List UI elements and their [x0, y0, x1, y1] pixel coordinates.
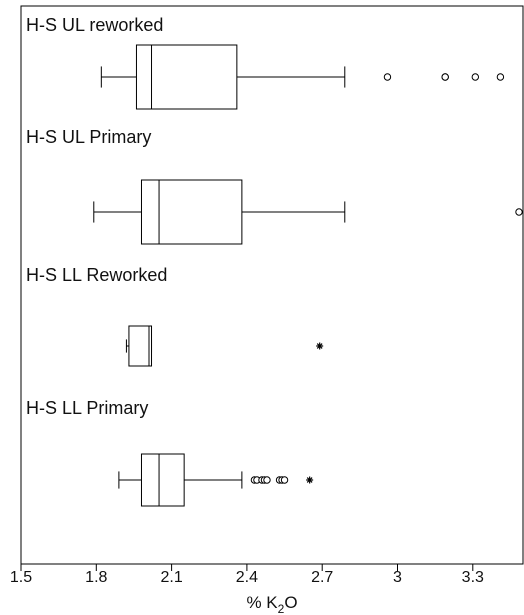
outlier-point	[280, 476, 289, 484]
panel-label: H-S LL Reworked	[26, 265, 167, 285]
x-tick-label: 2.1	[160, 569, 182, 586]
panel: H-S UL reworked	[26, 15, 505, 110]
x-axis: 1.5 1.8 2.1 2.4 2.7 3 3.3	[10, 564, 484, 586]
x-tick-label: 1.5	[10, 569, 32, 586]
iqr-box	[128, 325, 153, 367]
panel-label: H-S UL Primary	[26, 127, 151, 147]
panel: H-S LL Reworked	[26, 265, 324, 367]
panel: H-S UL Primary	[26, 127, 523, 245]
extreme-point	[316, 342, 324, 350]
panel: H-S LL Primary	[26, 398, 314, 507]
outlier-point	[383, 73, 392, 81]
x-tick-label: 2.4	[236, 569, 258, 586]
panels: H-S UL reworked H-S UL Primary H-S LL Rewo…	[26, 15, 523, 507]
outlier-point	[515, 208, 523, 216]
outlier-point	[441, 73, 449, 81]
extreme-point	[306, 476, 314, 484]
outlier-point	[496, 73, 505, 81]
panel-label: H-S UL reworked	[26, 15, 163, 35]
panel-label: H-S LL Primary	[26, 398, 148, 418]
extreme-stroke	[306, 477, 313, 483]
outlier-point	[471, 73, 480, 81]
iqr-box	[135, 44, 238, 110]
x-tick-label: 2.7	[311, 569, 333, 586]
x-tick-label: 3.3	[462, 569, 484, 586]
extreme-stroke	[316, 343, 323, 349]
iqr-box	[140, 179, 243, 245]
x-tick-label: 1.8	[85, 569, 107, 586]
x-tick-label: 3	[393, 569, 402, 586]
iqr-box	[140, 453, 185, 507]
x-axis-label: % K2O	[246, 593, 297, 615]
outlier-point	[263, 476, 271, 484]
plot-frame	[20, 5, 524, 565]
